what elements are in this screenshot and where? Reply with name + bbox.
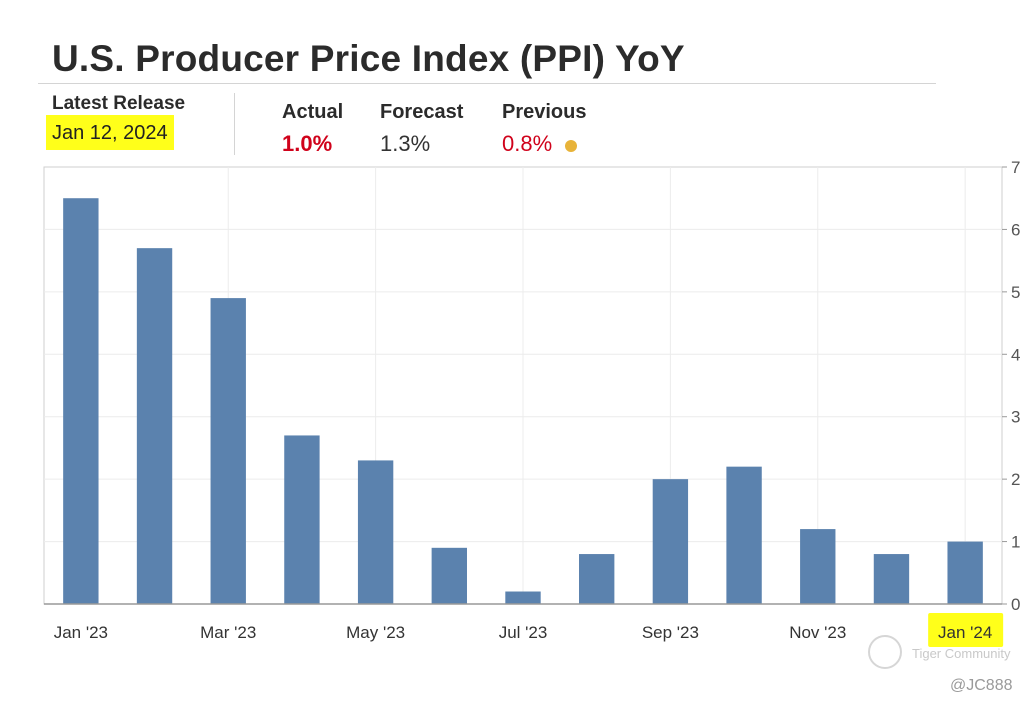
x-tick-label: Jan '24 [938,623,992,642]
x-tick-label: Jul '23 [499,623,548,642]
y-tick-label: 1 [1011,533,1020,552]
x-tick-label: Nov '23 [789,623,846,642]
tiger-logo-icon [868,635,902,669]
bar-jan-23 [63,198,99,604]
author-handle: @JC888 [950,677,1013,694]
forecast-value: 1.3% [380,131,431,156]
y-tick-label: 5 [1011,283,1020,302]
bar-nov-23 [800,529,836,604]
bar-mar-23 [210,298,246,604]
bar-dec-23 [873,554,910,604]
y-tick-label: 2 [1011,470,1020,489]
chart-title: U.S. Producer Price Index (PPI) YoY [52,38,685,79]
actual-label: Actual [282,101,344,123]
bar-sep-23 [652,479,689,604]
bar-jan-24 [947,541,983,604]
y-tick-label: 7 [1011,158,1020,177]
y-tick-label: 4 [1011,345,1020,364]
bar-oct-23 [726,466,762,604]
x-tick-label: Sep '23 [642,623,699,642]
x-tick-label: Jan '23 [54,623,108,642]
bar-jul-23 [505,591,541,604]
previous-value: 0.8% [502,131,553,156]
bar-aug-23 [579,554,615,604]
latest-release-label: Latest Release [52,93,186,114]
previous-revision-dot-icon [565,140,577,152]
latest-release-date: Jan 12, 2024 [46,115,174,150]
bar-feb-23 [136,248,173,604]
bar-may-23 [357,460,394,604]
y-tick-label: 0 [1011,595,1020,614]
watermark-text: Tiger Community [912,646,1011,661]
previous-label: Previous [502,101,587,123]
forecast-label: Forecast [380,101,464,123]
title-divider [38,83,936,84]
bar-apr-23 [284,435,320,604]
x-tick-label: Mar '23 [200,623,256,642]
actual-value: 1.0% [282,131,333,156]
bar-jun-23 [431,547,467,604]
y-tick-label: 6 [1011,220,1020,239]
x-tick-label: May '23 [346,623,405,642]
header-vertical-divider [234,93,235,155]
y-tick-label: 3 [1011,408,1020,427]
latest-label-highlight [928,613,1004,647]
